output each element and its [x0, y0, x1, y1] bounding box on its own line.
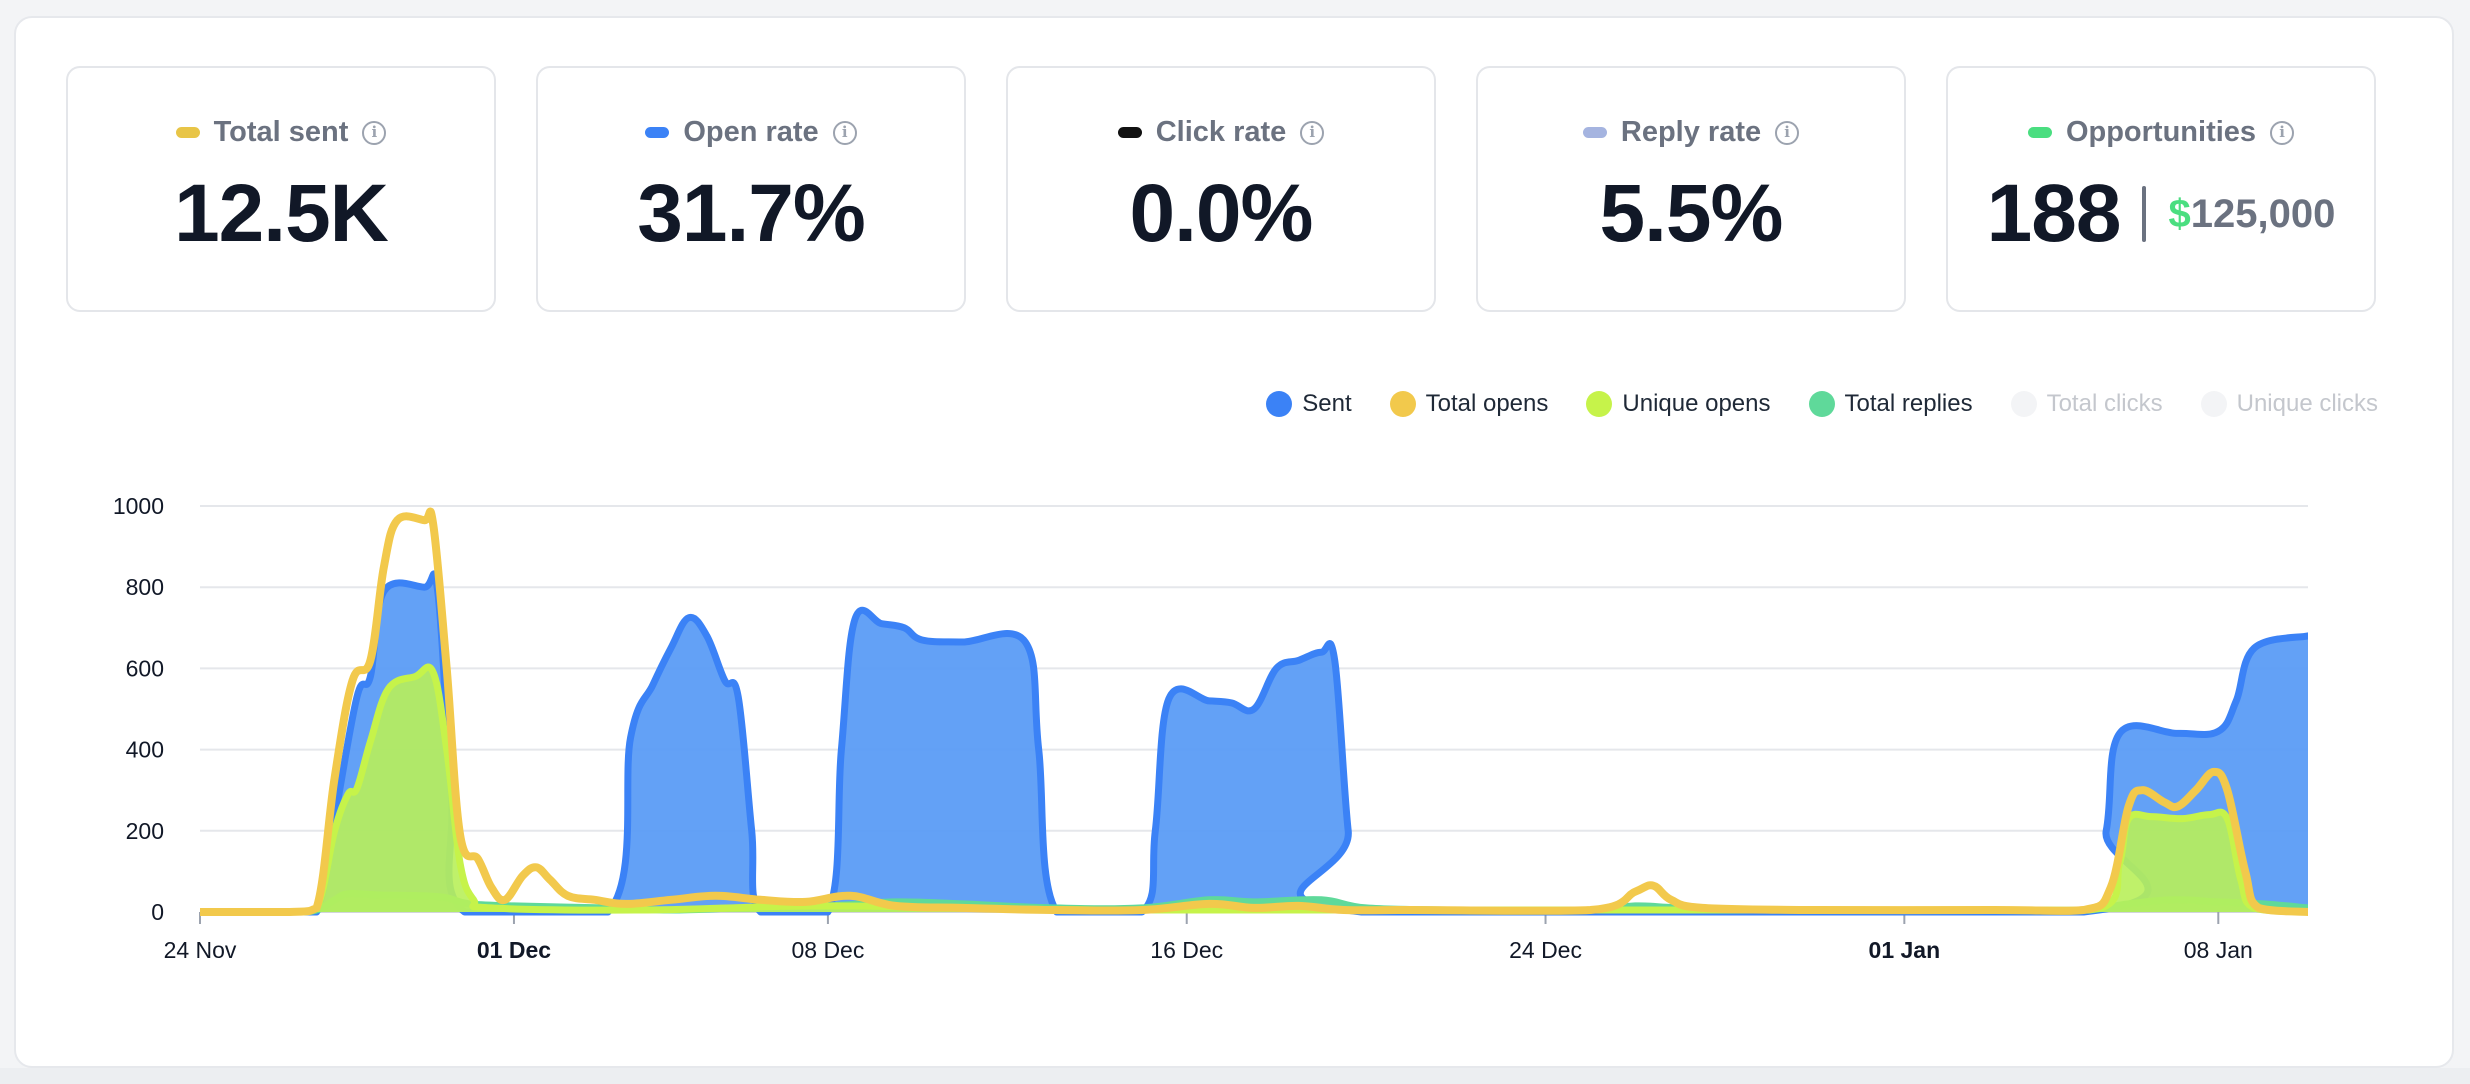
stat-value: 12.5K — [174, 168, 389, 259]
stat-label: Opportunities — [2065, 116, 2257, 148]
legend-item-total-opens[interactable]: Total opens — [1389, 390, 1549, 418]
legend-item-unique-clicks[interactable]: Unique clicks — [2200, 390, 2378, 418]
legend-item-total-replies[interactable]: Total replies — [1808, 390, 1973, 418]
legend-dot — [1808, 391, 1835, 417]
click-rate-swatch — [1117, 127, 1142, 138]
legend-label: Unique clicks — [2236, 390, 2378, 417]
stat-label: Open rate — [683, 116, 819, 148]
chart-legend: Sent Total opens Unique opens Total repl… — [1266, 390, 2378, 418]
legend-item-sent[interactable]: Sent — [1266, 390, 1352, 418]
stat-label: Total sent — [213, 116, 349, 148]
stat-value: 0.0% — [1129, 168, 1314, 259]
legend-dot — [1266, 391, 1293, 417]
legend-label: Total clicks — [2046, 390, 2163, 417]
legend-dot — [2200, 391, 2227, 417]
value-divider — [2142, 186, 2147, 242]
stat-card-opportunities: Opportunities i 188 $125,000 — [1946, 66, 2376, 312]
opportunity-value: $125,000 — [2168, 192, 2335, 237]
stat-card-total-sent: Total sent i 12.5K — [66, 66, 496, 312]
stat-value: 5.5% — [1599, 168, 1784, 259]
legend-item-total-clicks[interactable]: Total clicks — [2010, 390, 2163, 418]
legend-label: Sent — [1302, 390, 1352, 417]
stat-value: 188 — [1986, 168, 2122, 259]
page-bottom-edge — [0, 1068, 2470, 1084]
stat-card-click-rate: Click rate i 0.0% — [1006, 66, 1436, 312]
info-icon[interactable]: i — [362, 120, 387, 145]
legend-label: Total replies — [1844, 390, 1973, 417]
info-icon[interactable]: i — [1300, 120, 1325, 145]
legend-label: Total opens — [1425, 390, 1549, 417]
legend-dot — [1389, 391, 1416, 417]
reply-rate-swatch — [1582, 127, 1607, 138]
legend-label: Unique opens — [1622, 390, 1771, 417]
stat-value: 31.7% — [637, 168, 866, 259]
info-icon[interactable]: i — [2270, 120, 2295, 145]
stat-label: Click rate — [1155, 116, 1287, 148]
stat-cards: Total sent i 12.5K Open rate i 31.7% Cli… — [66, 66, 2376, 312]
total-sent-swatch — [175, 127, 200, 138]
open-rate-swatch — [645, 127, 670, 138]
opportunities-swatch — [2027, 127, 2052, 138]
info-icon[interactable]: i — [832, 120, 857, 145]
stat-label: Reply rate — [1620, 116, 1762, 148]
info-icon[interactable]: i — [1775, 120, 1800, 145]
opportunity-amount: 125,000 — [2190, 191, 2336, 236]
legend-dot — [2010, 391, 2037, 417]
legend-item-unique-opens[interactable]: Unique opens — [1586, 390, 1771, 418]
currency-symbol: $ — [2168, 191, 2191, 236]
stat-card-open-rate: Open rate i 31.7% — [536, 66, 966, 312]
legend-dot — [1586, 391, 1613, 417]
stat-card-reply-rate: Reply rate i 5.5% — [1476, 66, 1906, 312]
